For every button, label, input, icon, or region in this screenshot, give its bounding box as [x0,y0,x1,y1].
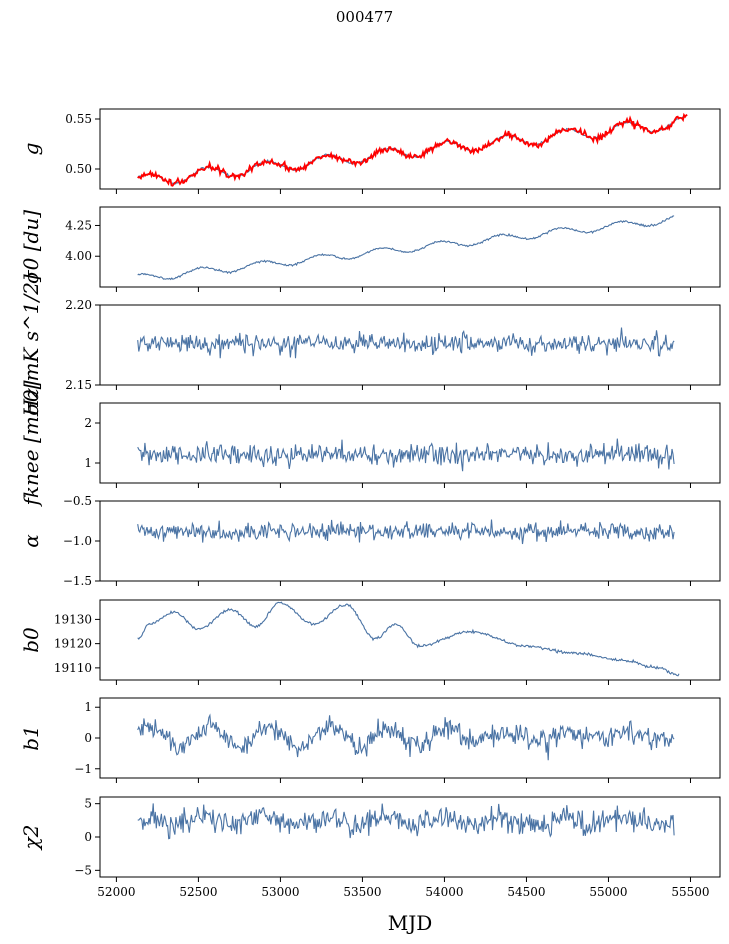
xtick-label: 54500 [507,885,545,899]
panel-alpha: −1.5 −1.0 −0.5 α [19,494,721,588]
axes-frame-b0 [99,599,721,681]
ytick-label: 4.25 [65,218,92,232]
ytick-label: 2.15 [65,378,92,392]
ylabel-b1: b1 [19,725,43,751]
panel-b0: 19110 19120 19130 b0 [19,599,721,685]
xtick-label: 52500 [179,885,217,899]
xtick-label: 53500 [343,885,381,899]
axes-frame-chi2 [99,796,721,878]
ytick-label: 2 [84,416,92,430]
ytick-label: −1 [74,762,92,776]
panel-g: 0.50 0.55 g [19,108,721,194]
figure-title: 000477 [335,8,394,26]
xtick-label: 55500 [671,885,709,899]
series-line-sigma0_du [137,215,675,281]
ylabel-sigma0_mk: σ0[mK s^1/2] [19,274,43,416]
ytick-label: 2.20 [65,298,92,312]
ytick-label: −1.5 [63,574,92,588]
xtick-label: 52000 [97,885,135,899]
panel-chi2: −5 0 5 52000 52500 53000 53500 54000 54500 55000 5… [19,796,721,899]
ytick-label: 0 [84,830,92,844]
ylabel-sigma0_du: σ0 [du] [19,210,43,284]
ytick-label: 0.50 [65,162,92,176]
ytick-label: −0.5 [63,494,92,508]
panel-sigma0_mk: 2.15 2.20 σ0[mK s^1/2] [19,274,721,416]
ytick-label: 1 [84,456,92,470]
axes-frame-fknee [99,402,721,484]
axes-frame-g [99,108,721,190]
ytick-label: −1.0 [63,534,92,548]
ytick-label: 1 [84,700,92,714]
ytick-label: 0.55 [65,112,92,126]
ylabel-b0: b0 [19,627,43,653]
ytick-label: 19130 [54,612,92,626]
xlabel: MJD [388,911,433,935]
ytick-label: 4.00 [65,249,92,263]
ytick-label: 5 [84,797,92,811]
ytick-label: 19110 [54,661,92,675]
panel-sigma0_du: 4.00 4.25 σ0 [du] [19,206,721,292]
ytick-label: −5 [74,863,92,877]
axes-frame-sigma0_mk [99,304,721,386]
series-line-alpha [137,519,675,545]
series-line-b0 [137,601,680,677]
ylabel-alpha: α [19,534,43,548]
axes-frame-sigma0_du [99,206,721,288]
panel-fknee: 1 2 fknee [mHz] [19,380,721,507]
ylabel-fknee: fknee [mHz] [19,380,43,507]
ylabel-chi2: χ2 [19,825,43,852]
ylabel-g: g [19,143,43,156]
series-line-fknee [137,438,675,472]
xtick-label: 54000 [425,885,463,899]
series-line-sigma0_mk [137,327,675,359]
ytick-label: 0 [84,731,92,745]
series-line-chi2 [137,803,675,840]
xtick-label: 53000 [261,885,299,899]
ytick-label: 19120 [54,637,92,651]
series-line-b1 [137,713,675,761]
xtick-label: 55000 [589,885,627,899]
series-overlay-g [137,112,688,187]
axes-frame-alpha [99,500,721,582]
axes-frame-b1 [99,697,721,779]
panel-b1: −1 0 1 b1 [19,697,721,783]
